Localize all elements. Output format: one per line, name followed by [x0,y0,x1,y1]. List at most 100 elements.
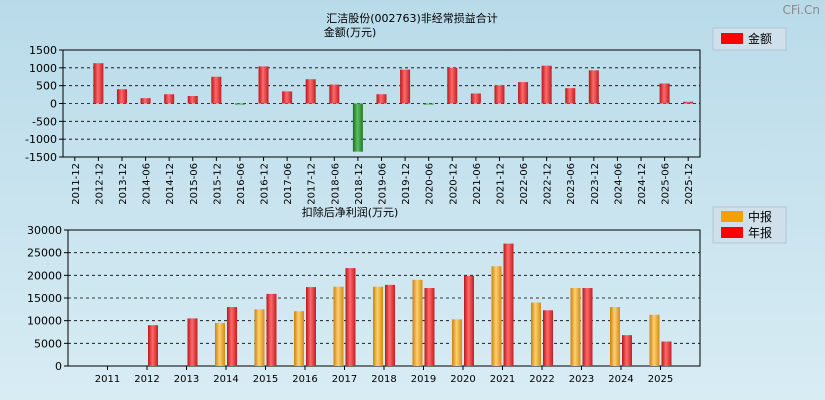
chart2-bar-interim [215,322,225,366]
chart1-ytick-label: -1000 [25,133,57,146]
chart2-xtick-label: 2016 [292,374,317,385]
chart1-xtick-label: 2011-12 [71,163,82,205]
chart2-bar-annual [424,288,435,366]
chart2-title: 扣除后净利润(万元) [302,205,399,219]
chart1-bar [518,82,529,104]
chart2-bar-interim [491,266,502,366]
chart2-xtick-label: 2018 [371,374,396,385]
chart2-bar-annual [622,335,632,366]
chart2-bar-annual [266,293,277,366]
chart2-frame [67,229,701,367]
chart1-bar [116,89,127,104]
chart1-xtick-label: 2018-06 [330,163,341,205]
chart1-xtick-label: 2024-12 [637,163,648,205]
chart1-ytick-label: -500 [32,115,57,128]
chart2-bar-interim [294,311,304,366]
chart1-xtick-label: 2020-06 [425,163,436,205]
legend-label-interim: 中报 [748,209,772,224]
chart1-xtick-label: 2023-06 [566,163,577,205]
chart1-xtick-label: 2019-06 [378,163,389,205]
chart2-xtick-label: 2019 [411,374,436,385]
chart2-xtick-label: 2025 [648,374,673,385]
chart1-xtick-label: 2019-12 [401,163,412,205]
legend-label-annual: 年报 [748,225,772,240]
chart2-plot: 30000 25000 20000 15000 10000 5000 0 2011 2012 20… [27,224,701,385]
chart1-xtick-label: 2017-12 [307,163,318,205]
chart1-xtick-label: 2018-12 [354,163,365,205]
chart2-ytick-label: 15000 [27,292,62,305]
chart2-bar-interim [649,314,660,366]
chart1-legend: 金额 [712,27,787,51]
chart2-bar-annual [345,268,356,366]
chart1-xtick-label: 2024-06 [613,163,624,205]
chart1-bar [282,91,293,104]
chart2-bar-interim [610,307,620,366]
chart1-bar [234,103,245,105]
chart2-ytick-label: 20000 [27,269,62,282]
chart2-xtick-label: 2014 [213,374,238,385]
chart2-bar-annual [582,288,593,366]
chart2-bar-interim [373,286,383,366]
chart2-bar-annual [543,310,553,366]
chart1-bar [659,83,670,104]
chart2-bar-annual [148,325,158,366]
chart1-bar [140,98,151,104]
chart1-bar [187,96,198,104]
chart2-legend: 中报 年报 [712,206,787,244]
chart1-xtick-label: 2013-12 [118,163,129,205]
chart1-xtick-label: 2014-12 [165,163,176,205]
chart1-bar [305,79,316,104]
chart1-xtick-label: 2012-12 [94,163,105,205]
chart1-ytick-label: 500 [36,80,57,93]
chart2-xtick-label: 2011 [95,374,120,385]
chart2-ytick-label: 30000 [27,224,62,237]
legend-swatch-annual [721,227,743,238]
chart2-bar-annual [306,287,316,366]
chart2-xtick-label: 2017 [332,374,357,385]
chart2-bar-annual [661,341,672,366]
chart1-bar [588,70,599,104]
chart2-xtick-label: 2022 [529,374,554,385]
chart2-xtick-label: 2015 [253,374,278,385]
chart1-xtick-label: 2020-12 [448,163,459,205]
chart2-bar-interim [531,302,541,366]
chart1-xtick-label: 2021-06 [472,163,483,205]
chart2-xtick-label: 2012 [134,374,159,385]
chart1-bar [447,67,458,104]
chart1-ytick-label: 0 [50,98,57,111]
chart1-bar [93,63,104,104]
chart1-bar [470,93,481,104]
chart1-xtick-label: 2025-06 [661,163,672,205]
chart1-ytick-label: 1000 [29,62,57,75]
chart2-ytick-label: 0 [55,360,62,373]
chart1-xtick-label: 2021-12 [495,163,506,205]
chart1-xtick-label: 2017-06 [283,163,294,205]
legend-swatch-amount [721,33,743,44]
chart2-bar-interim [570,288,581,366]
chart2-bar-annual [385,284,395,366]
chart1-bar [400,69,411,104]
chart2-bar-annual [227,307,237,366]
chart1-bar [211,76,222,104]
chart1-bar [164,94,175,104]
chart1-bar [329,84,340,104]
chart2-xtick-label: 2023 [569,374,594,385]
chart1-bar [376,94,387,104]
watermark: CFi.Cn [782,3,820,17]
chart2-xtick-label: 2013 [174,374,199,385]
chart1-xtick-label: 2025-12 [684,163,695,205]
legend-label-amount: 金额 [748,31,772,46]
chart2-xtick-label: 2020 [450,374,475,385]
chart1-xtick-label: 2022-06 [519,163,530,205]
chart1-bar [541,65,552,104]
chart2-bar-interim [452,319,462,366]
chart2-xtick-label: 2021 [490,374,515,385]
chart2-bar-interim [412,279,423,366]
chart2-ytick-label: 10000 [27,315,62,328]
chart1-ylabel: 金额(万元) [324,25,377,39]
chart1-bar [258,66,269,104]
chart2-bar-annual [503,243,514,366]
chart1-ytick-label: 1500 [29,44,57,57]
